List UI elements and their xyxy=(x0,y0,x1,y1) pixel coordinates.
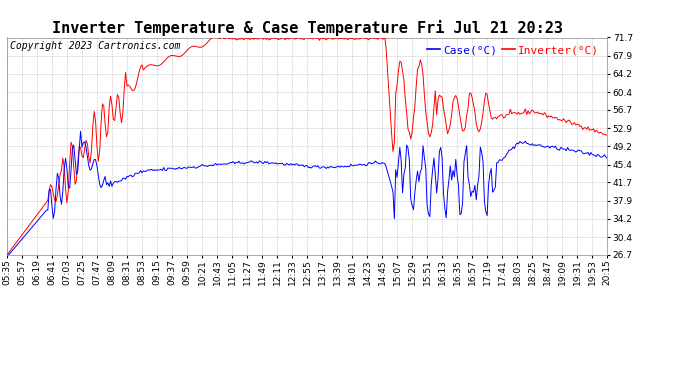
Title: Inverter Temperature & Case Temperature Fri Jul 21 20:23: Inverter Temperature & Case Temperature … xyxy=(52,20,562,36)
Legend: Case(°C), Inverter(°C): Case(°C), Inverter(°C) xyxy=(424,43,602,57)
Text: Copyright 2023 Cartronics.com: Copyright 2023 Cartronics.com xyxy=(10,41,180,51)
